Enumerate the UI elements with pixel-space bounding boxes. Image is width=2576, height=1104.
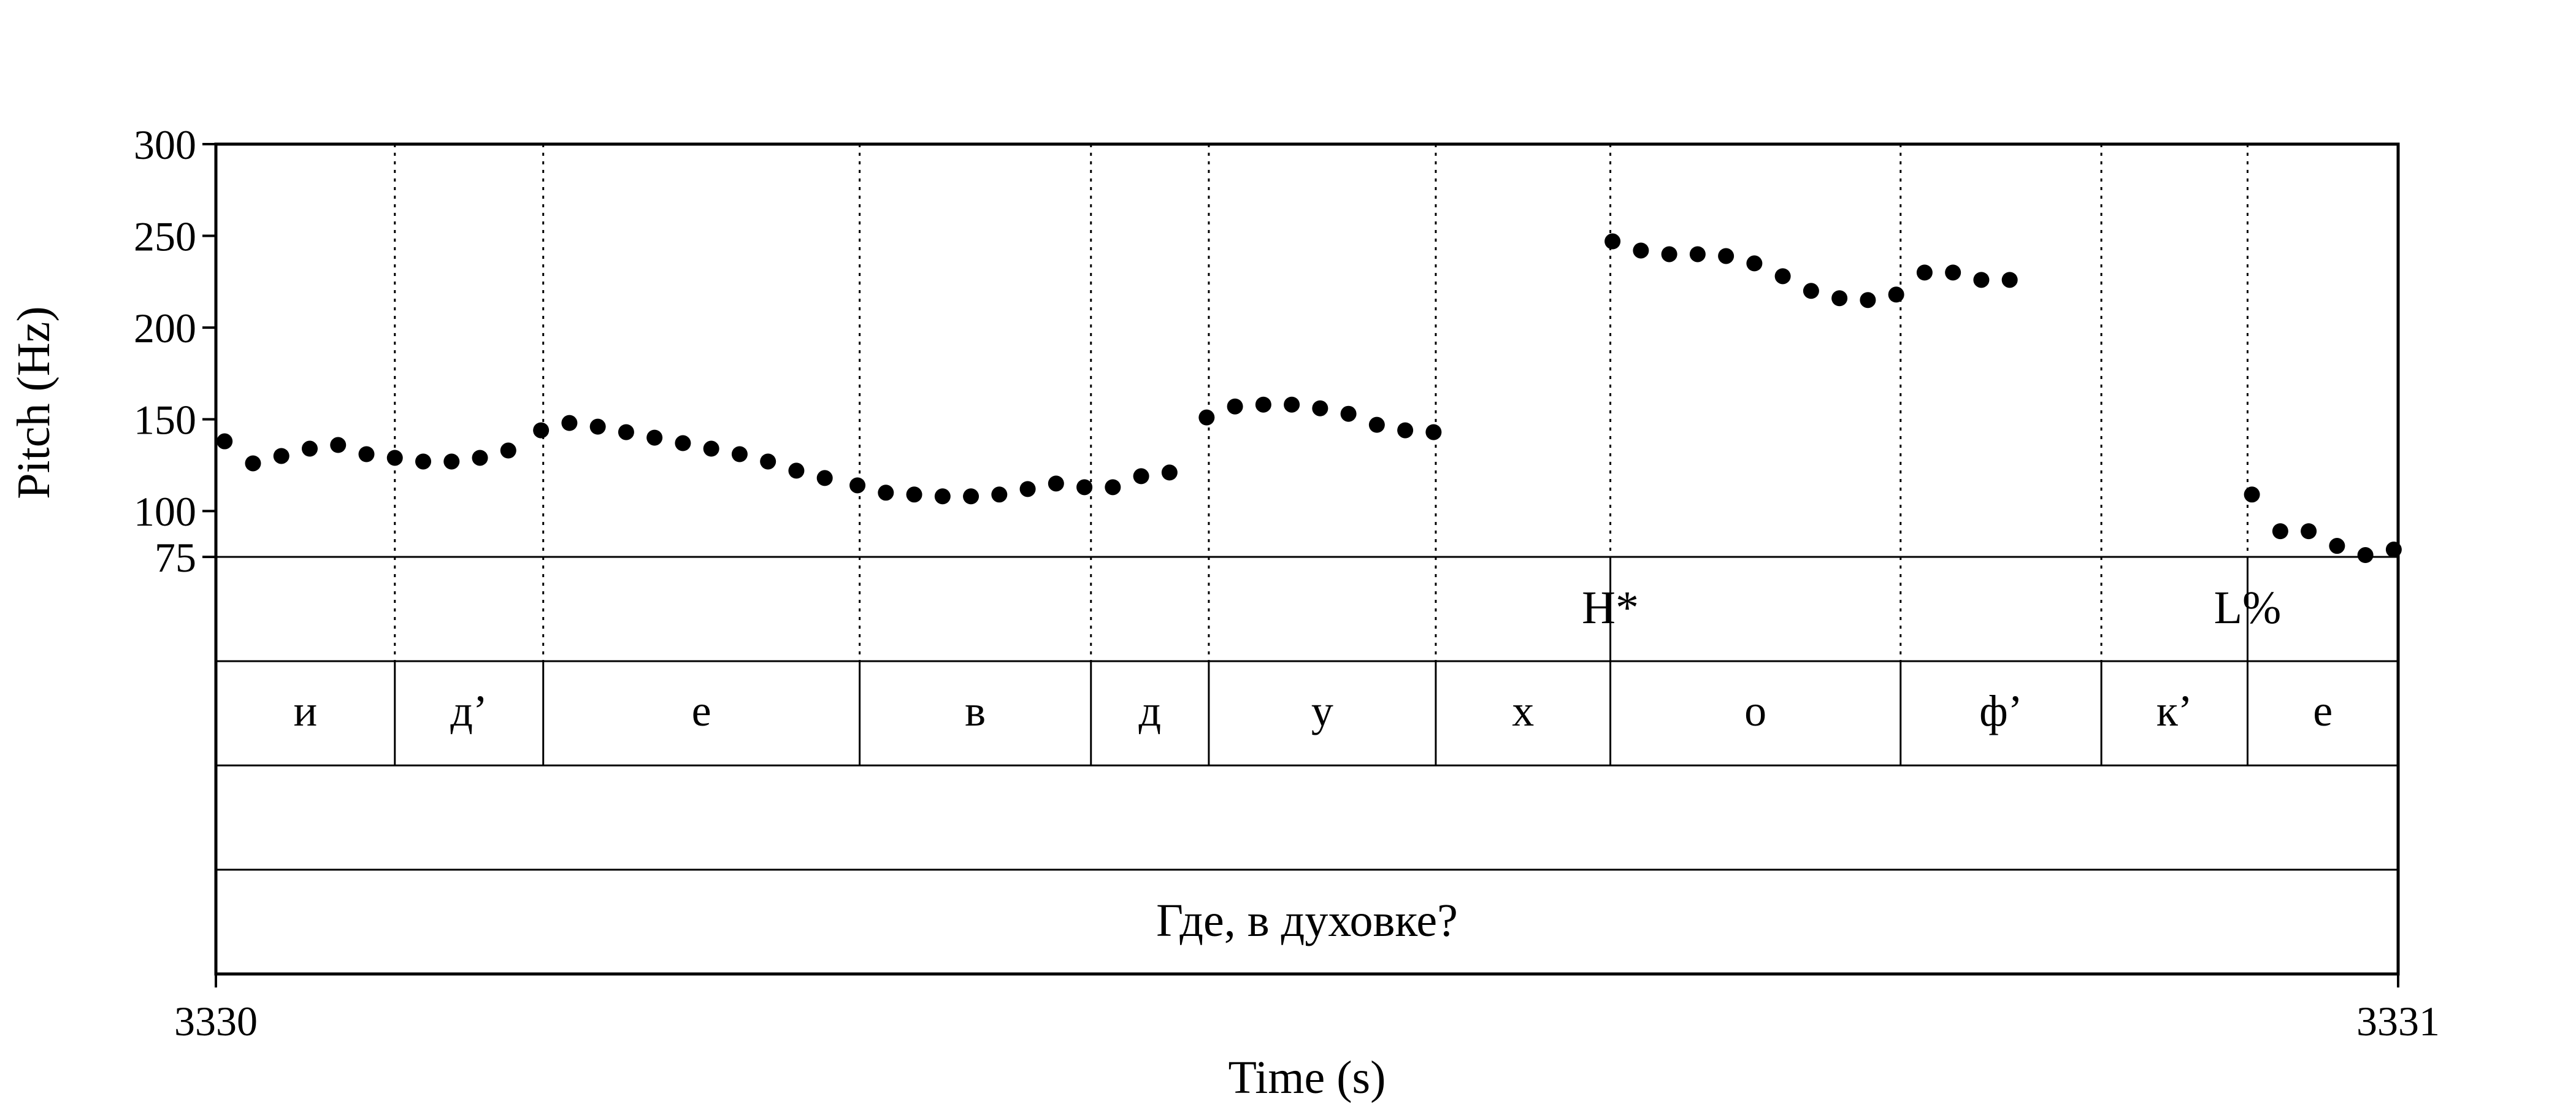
pitch-point: [301, 440, 318, 457]
pitch-point: [1368, 416, 1385, 433]
pitch-point: [618, 424, 634, 440]
pitch-point: [934, 488, 951, 505]
pitch-point: [1945, 264, 1961, 281]
pitch-point: [878, 485, 894, 501]
pitch-point: [1746, 255, 1763, 272]
pitch-point: [788, 462, 805, 479]
segment-label: ф’: [1979, 686, 2023, 735]
pitch-point: [561, 415, 578, 431]
segment-label: е: [692, 686, 711, 735]
y-tick-label: 100: [134, 488, 196, 535]
pitch-point: [217, 433, 233, 450]
pitch-point: [2357, 547, 2374, 564]
pitch-point: [1916, 264, 1933, 281]
pitch-point: [415, 453, 432, 470]
pitch-point: [589, 418, 606, 435]
pitch-point: [1161, 464, 1178, 481]
x-axis-ticks: 3330 3331: [174, 974, 2440, 1045]
x-tick-label: 3331: [2356, 998, 2440, 1045]
pitch-point: [760, 453, 776, 470]
pitch-points: [217, 233, 2402, 564]
pitch-point: [816, 470, 833, 486]
pitch-point: [1860, 292, 1876, 309]
pitch-point: [472, 450, 488, 466]
pitch-point: [963, 488, 979, 505]
pitch-point: [1048, 475, 1064, 492]
pitch-point: [1019, 481, 1036, 497]
y-tick-label: 200: [134, 305, 196, 351]
pitch-point: [1718, 248, 1735, 264]
pitch-point: [2329, 538, 2345, 554]
pitch-point: [1604, 233, 1621, 250]
pitch-point: [500, 442, 516, 459]
segment-label: и: [294, 686, 318, 735]
segment-tier: и д’ е в д у х о ф’ к’ е: [294, 686, 2333, 735]
segment-label: е: [2313, 686, 2333, 735]
pitch-point: [1633, 242, 1649, 259]
segment-label: о: [1744, 686, 1766, 735]
pitch-point: [1312, 400, 1328, 416]
pitch-point: [906, 486, 922, 503]
pitch-point: [1076, 479, 1093, 496]
pitch-point: [533, 422, 550, 439]
pitch-point: [2001, 272, 2018, 288]
pitch-point: [2272, 523, 2288, 540]
pitch-point: [1888, 286, 1904, 303]
pitch-point: [1803, 283, 1819, 299]
pitch-point: [1397, 422, 1414, 439]
pitch-point: [2244, 486, 2260, 503]
pitch-point: [1105, 479, 1121, 496]
pitch-point: [330, 437, 347, 453]
segment-label: д: [1139, 686, 1162, 735]
y-tick-label: 250: [134, 213, 196, 260]
pitch-point: [245, 455, 261, 472]
pitch-point: [1255, 396, 1271, 413]
tone-label: L%: [2214, 582, 2282, 634]
pitch-point: [2385, 542, 2402, 558]
tone-tier: H* L%: [1582, 582, 2281, 634]
pitch-point: [273, 448, 289, 464]
pitch-point: [1198, 409, 1215, 426]
pitch-point: [646, 429, 663, 446]
pitch-point: [2301, 523, 2317, 540]
pitch-point: [1831, 290, 1848, 307]
segment-label: к’: [2156, 686, 2193, 735]
segment-label: у: [1311, 686, 1333, 735]
pitch-point: [675, 435, 691, 451]
pitch-point: [358, 446, 375, 462]
segment-label: д’: [450, 686, 488, 735]
segment-label: в: [965, 686, 986, 735]
pitch-point: [386, 450, 403, 466]
pitch-point: [443, 453, 460, 470]
pitch-point: [1227, 398, 1243, 415]
pitch-point: [1425, 424, 1442, 440]
pitch-point: [1661, 246, 1677, 263]
x-tick-label: 3330: [174, 998, 258, 1045]
pitch-point: [1284, 396, 1300, 413]
x-axis-title: Time (s): [1229, 1052, 1386, 1103]
pitch-point: [731, 446, 748, 462]
pitch-point: [1340, 405, 1357, 422]
y-tick-label: 150: [134, 397, 196, 443]
pitch-point: [703, 440, 719, 457]
pitch-point: [1689, 246, 1706, 263]
chart-frames: [214, 142, 2400, 976]
boundary-lines: [394, 144, 2248, 765]
pitch-point: [991, 486, 1008, 503]
pitch-point: [1973, 272, 1990, 288]
tone-label: H*: [1582, 582, 1639, 634]
pitch-point: [1133, 468, 1149, 485]
y-tick-label: 75: [155, 534, 196, 581]
pitch-point: [849, 477, 866, 494]
segment-label: х: [1512, 686, 1534, 735]
phrase-label: Где, в духовке?: [1156, 895, 1458, 946]
y-axis-title: Pitch (Hz): [8, 306, 59, 499]
pitch-point: [1774, 268, 1791, 285]
plot-frame: [214, 142, 2400, 976]
y-tick-label: 300: [134, 121, 196, 168]
